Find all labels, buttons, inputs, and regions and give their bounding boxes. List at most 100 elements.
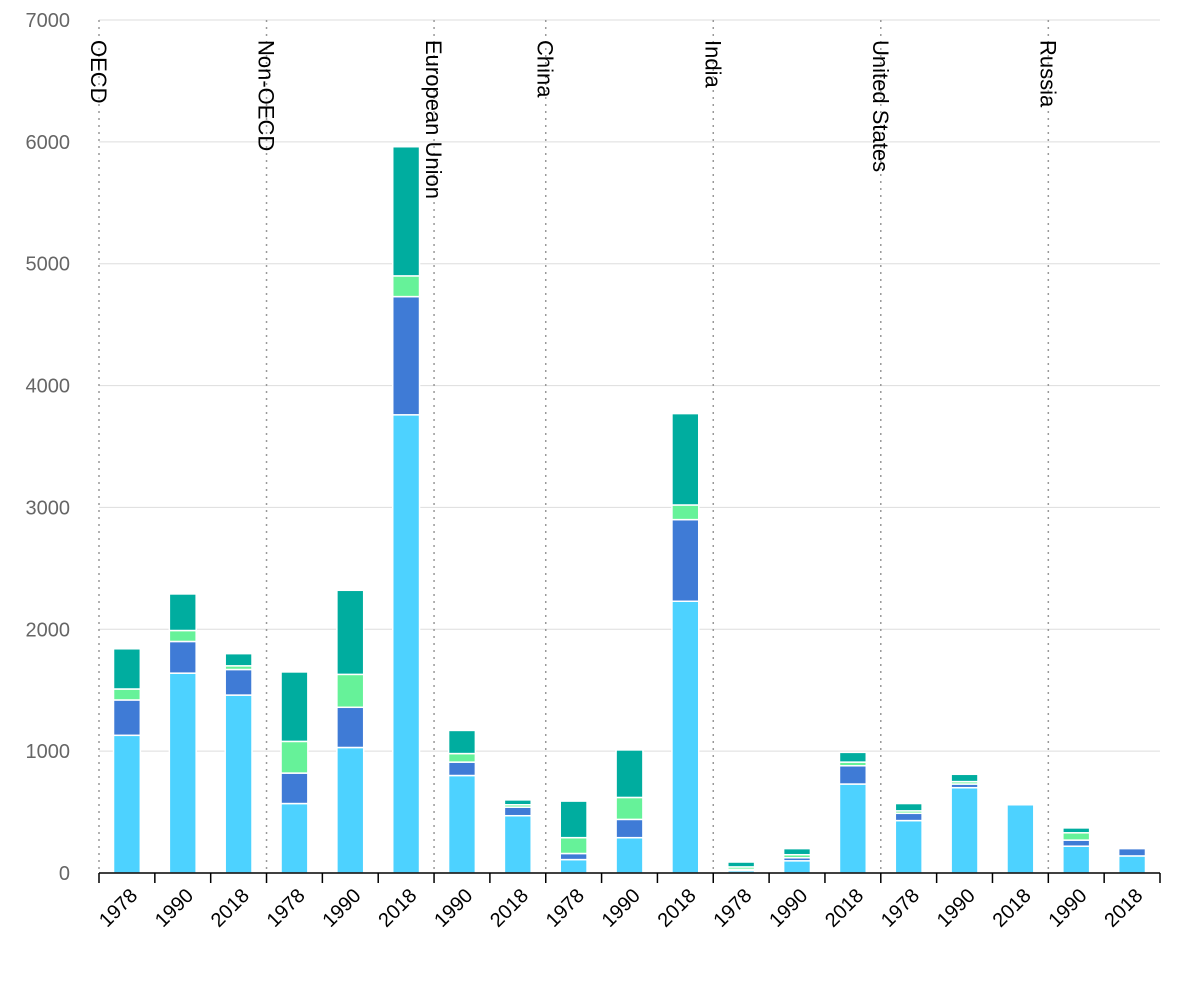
bar-segment (224, 694, 253, 874)
bar-segment (447, 729, 477, 755)
y-tick-label: 7000 (26, 10, 71, 32)
bar-segment (727, 861, 756, 868)
x-tick-label: 2018 (989, 885, 1036, 932)
bar-segment (1062, 845, 1091, 874)
bar-segment (1117, 855, 1147, 874)
bar-segment (447, 761, 477, 777)
bar-segment (168, 629, 197, 643)
bar-segment (112, 688, 142, 701)
bar-segment (671, 412, 700, 506)
bar-segment (280, 802, 309, 874)
x-tick-label: 1990 (319, 885, 366, 932)
y-tick-label: 6000 (26, 132, 71, 154)
bar-segment (950, 773, 979, 783)
bar-segment (671, 600, 700, 874)
bar-segment (112, 734, 142, 874)
y-tick-label: 1000 (26, 741, 71, 763)
group-label: China (533, 40, 558, 98)
x-axis-tick-labels: 1978 1990 2018 1978 1990 2018 1990 2018 1978 1990… (95, 885, 1147, 932)
bar-segment (168, 593, 197, 632)
bar-segment (168, 672, 197, 874)
bar-segment (447, 752, 477, 763)
y-tick-label: 3000 (26, 497, 71, 519)
bar-segment (503, 814, 532, 874)
group-labels: OECD Non-OECD European Union China India Unit… (86, 40, 1060, 199)
bar-segment (168, 640, 197, 674)
bar-segment (391, 275, 421, 298)
bar-segment (615, 836, 644, 874)
y-tick-label: 0 (59, 863, 70, 885)
y-tick-label: 4000 (26, 376, 71, 398)
bar-segment (894, 802, 923, 812)
bar-segment (615, 818, 644, 839)
bar-segment (950, 786, 979, 874)
bar-segment (782, 847, 812, 856)
group-label: Russia (1035, 40, 1060, 108)
x-tick-label: 1990 (1044, 885, 1091, 932)
bar-segment (336, 673, 365, 709)
bar-segment (559, 852, 588, 861)
bar-segment (894, 812, 923, 822)
bar-segment (503, 799, 532, 806)
bar-segment (224, 652, 253, 667)
x-tick-label: 1978 (877, 885, 924, 932)
bar-segment (1006, 804, 1035, 874)
bar-segment (782, 860, 812, 874)
x-tick-label: 1978 (542, 885, 589, 932)
bar-segment (559, 836, 588, 855)
bar-segment (391, 414, 421, 874)
gridlines (99, 19, 1160, 752)
x-tick-label: 1990 (430, 885, 477, 932)
x-tick-label: 1990 (151, 885, 198, 932)
bar-segment (336, 706, 365, 749)
y-tick-label: 5000 (26, 254, 71, 276)
bar-segment (615, 796, 644, 821)
bar-segment (838, 783, 868, 874)
bar-segment (838, 751, 868, 763)
bar-segment (559, 800, 588, 839)
bar-segment (447, 774, 477, 874)
bar-segment (1062, 827, 1091, 834)
bars (112, 145, 1147, 874)
bar-segment (615, 749, 644, 799)
x-tick-label: 1978 (263, 885, 310, 932)
bar-segment (336, 746, 365, 874)
x-tick-label: 1990 (765, 885, 812, 932)
bar-segment (671, 504, 700, 521)
x-tick-label: 2018 (1100, 885, 1147, 932)
x-tick-label: 2018 (486, 885, 533, 932)
y-axis-tick-labels: 0 1000 2000 3000 4000 5000 6000 7000 (26, 10, 71, 885)
bar-segment (391, 145, 421, 277)
group-label: European Union (421, 40, 446, 199)
bar-segment (112, 699, 142, 737)
group-label: United States (868, 40, 893, 172)
x-tick-label: 1990 (598, 885, 645, 932)
group-label: OECD (86, 40, 111, 104)
bar-segment (503, 806, 532, 817)
x-tick-label: 1990 (933, 885, 980, 932)
bar-segment (224, 668, 253, 696)
x-tick-label: 1978 (95, 885, 142, 932)
bar-segment (1062, 839, 1091, 847)
bar-segment (280, 740, 309, 774)
bar-segment (280, 671, 309, 743)
x-tick-label: 2018 (654, 885, 701, 932)
bar-segment (1062, 832, 1091, 841)
x-axis (98, 872, 1161, 883)
bar-segment (391, 295, 421, 416)
x-tick-label: 1978 (709, 885, 756, 932)
group-label: India (700, 40, 725, 88)
x-tick-label: 2018 (374, 885, 421, 932)
bar-segment (894, 819, 923, 874)
bar-segment (112, 648, 142, 690)
group-label: Non-OECD (254, 40, 279, 151)
bar-segment (671, 518, 700, 603)
bar-segment (280, 772, 309, 805)
x-tick-label: 2018 (821, 885, 868, 932)
bar-segment (336, 589, 365, 676)
bar-segment (559, 858, 588, 874)
x-tick-label: 2018 (207, 885, 254, 932)
bar-segment (1117, 847, 1147, 857)
y-tick-label: 2000 (26, 619, 71, 641)
